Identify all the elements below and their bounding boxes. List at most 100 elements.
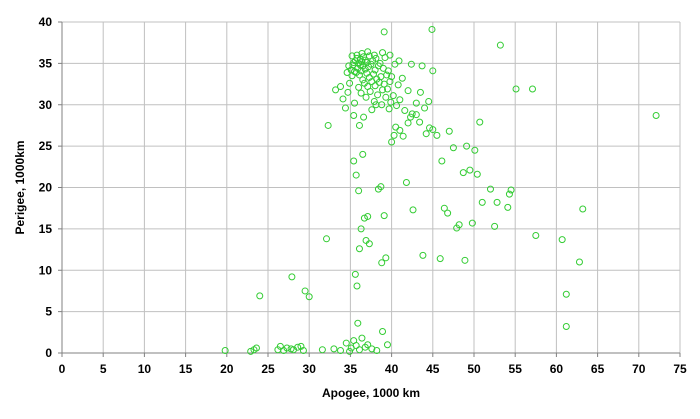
grid — [62, 21, 681, 353]
scatter-point — [444, 209, 452, 217]
scatter-point — [283, 344, 291, 352]
scatter-point — [386, 78, 394, 86]
scatter-point — [368, 106, 376, 114]
scatter-point — [393, 102, 401, 110]
scatter-point — [360, 214, 368, 222]
scatter-point — [376, 59, 384, 67]
scatter-point — [399, 132, 407, 140]
scatter-point — [346, 347, 354, 355]
scatter-point — [412, 111, 420, 119]
scatter-point — [385, 105, 393, 113]
scatter-point — [386, 51, 394, 59]
scatter-point — [299, 347, 307, 355]
scatter-point — [575, 258, 583, 266]
x-tick-label: 15 — [179, 362, 193, 376]
scatter-point — [378, 259, 386, 267]
x-tick-label: 55 — [509, 362, 523, 376]
scatter-point — [384, 67, 392, 75]
scatter-point — [440, 204, 448, 212]
scatter-point — [529, 85, 537, 93]
scatter-point — [377, 183, 385, 191]
scatter-point — [345, 62, 353, 70]
scatter-point — [294, 343, 302, 351]
scatter-point — [579, 205, 587, 213]
scatter-point — [408, 110, 416, 118]
scatter-point — [355, 187, 363, 195]
scatter-point — [395, 57, 403, 65]
scatter-point — [360, 113, 368, 121]
x-tick-label: 60 — [550, 362, 564, 376]
x-tick-label: 70 — [632, 362, 646, 376]
scatter-point — [367, 60, 375, 68]
scatter-point — [426, 124, 434, 132]
scatter-point — [382, 254, 390, 262]
scatter-point — [342, 339, 350, 347]
scatter-point — [491, 222, 499, 230]
scatter-point — [422, 130, 430, 138]
scatter-point — [383, 71, 391, 79]
scatter-point — [247, 347, 255, 355]
scatter-point — [404, 87, 412, 95]
scatter-point — [371, 82, 379, 90]
y-tick-label: 40 — [39, 15, 53, 29]
scatter-point — [370, 51, 378, 59]
scatter-point — [380, 80, 388, 88]
scatter-point — [358, 49, 366, 57]
scatter-point — [558, 236, 566, 244]
scatter-point — [357, 225, 365, 233]
scatter-point — [388, 73, 396, 81]
scatter-point — [532, 231, 540, 239]
scatter-point — [388, 138, 396, 146]
scatter-point — [358, 334, 366, 342]
axes — [58, 21, 681, 357]
scatter-point — [344, 88, 352, 96]
x-tick-label: 25 — [261, 362, 275, 376]
scatter-point — [402, 179, 410, 187]
scatter-point — [419, 251, 427, 259]
scatter-point — [562, 290, 570, 298]
scatter-point — [288, 273, 296, 281]
scatter-point — [332, 86, 340, 94]
scatter-point — [370, 97, 378, 105]
scatter-point — [301, 287, 309, 295]
scatter-point — [350, 112, 358, 120]
x-tick-label: 45 — [426, 362, 440, 376]
scatter-point — [407, 113, 415, 121]
scatter-point — [504, 203, 512, 211]
scatter-point — [449, 144, 457, 152]
scatter-point — [512, 85, 520, 93]
scatter-point — [652, 112, 660, 120]
scatter-point — [341, 104, 349, 112]
scatter-point — [461, 256, 469, 264]
scatter-point — [428, 25, 436, 33]
scatter-point — [351, 270, 359, 278]
scatter-point — [330, 345, 338, 353]
scatter-point — [404, 119, 412, 127]
scatter-point — [343, 68, 351, 76]
scatter-point — [429, 126, 437, 134]
scatter-point — [365, 240, 373, 248]
scatter-point — [305, 293, 313, 301]
tick-labels: 0 5 10 15 20 25 30 35 40 45 50 55 60 65 70 75 0 5 10 15 20 25… — [39, 15, 687, 376]
scatter-point — [357, 67, 365, 75]
scatter-point — [401, 107, 409, 115]
scatter-point — [337, 83, 345, 91]
scatter-point — [445, 127, 453, 135]
scatter-point — [418, 62, 426, 70]
scatter-point — [374, 91, 382, 99]
y-tick-label: 20 — [39, 181, 53, 195]
scatter-point — [369, 70, 377, 78]
scatter-point — [471, 146, 479, 154]
scatter-point — [390, 131, 398, 139]
scatter-point — [221, 347, 229, 355]
scatter-point — [407, 60, 415, 68]
scatter-point — [350, 157, 358, 165]
scatter-point — [357, 89, 365, 97]
y-axis-title: Perigee, 1000km — [13, 140, 27, 234]
scatter-point — [493, 198, 501, 206]
scatter-point — [412, 99, 420, 107]
x-tick-label: 30 — [303, 362, 317, 376]
scatter-point — [486, 185, 494, 193]
scatter-point — [364, 212, 372, 220]
